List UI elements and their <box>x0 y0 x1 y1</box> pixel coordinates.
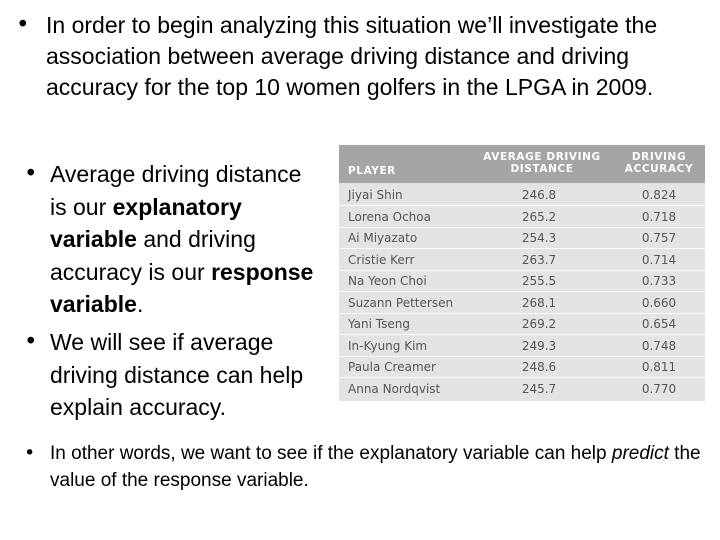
accuracy-cell: 0.757 <box>641 231 677 245</box>
distance-cell: 269.2 <box>521 317 557 331</box>
accuracy-cell: 0.811 <box>641 360 677 374</box>
distance-cell: 248.6 <box>521 360 557 374</box>
accuracy-header-line1: DRIVING <box>631 151 687 163</box>
accuracy-cell: 0.824 <box>641 188 677 202</box>
player-cell: Yani Tseng <box>348 317 410 331</box>
accuracy-cell: 0.660 <box>641 295 677 310</box>
table-header: PLAYER AVERAGE DRIVING DISTANCE DRIVING … <box>339 145 705 183</box>
row-divider <box>339 355 705 357</box>
table-row: In-Kyung Kim 249.3 0.748 <box>339 336 705 357</box>
distance-cell: 249.3 <box>521 338 557 353</box>
predict-bullet: • In other words, we want to see if the … <box>24 440 714 494</box>
player-cell: In-Kyung Kim <box>348 338 428 353</box>
row-divider <box>339 269 705 271</box>
distance-cell: 246.8 <box>521 188 557 202</box>
variables-text-3: . <box>136 291 144 317</box>
distance-cell: 265.2 <box>521 209 557 224</box>
row-divider <box>339 312 705 314</box>
row-divider <box>339 226 705 228</box>
accuracy-column-header: DRIVING ACCURACY <box>619 151 699 175</box>
player-cell: Na Yeon Choi <box>348 274 427 288</box>
intro-bullet: • In order to begin analyzing this situa… <box>16 10 706 103</box>
table-row: Paula Creamer 248.6 0.811 <box>339 357 705 379</box>
distance-header-line1: AVERAGE DRIVING <box>483 151 601 163</box>
player-cell: Paula Creamer <box>348 360 436 374</box>
table-row: Cristie Kerr 263.7 0.714 <box>339 250 705 271</box>
explanatory-variable-term: explanatory variable <box>50 193 242 253</box>
distance-cell: 254.3 <box>521 231 557 245</box>
table-row: Suzann Pettersen 268.1 0.660 <box>339 293 705 314</box>
predict-text-2: the value of the response variable. <box>50 443 701 491</box>
player-cell: Anna Nordqvist <box>348 381 441 396</box>
distance-cell: 255.5 <box>521 274 557 288</box>
accuracy-cell: 0.718 <box>641 209 677 224</box>
variables-text: Average driving distance is our explanat… <box>50 158 324 321</box>
predict-term: predict <box>611 443 669 464</box>
predict-text: In other words, we want to see if the ex… <box>50 440 714 494</box>
accuracy-header-line2: ACCURACY <box>624 163 694 175</box>
table-row: Jiyai Shin 246.8 0.824 <box>339 185 705 207</box>
distance-cell: 245.7 <box>521 381 557 396</box>
table-row: Ai Miyazato 254.3 0.757 <box>339 228 705 250</box>
explain-text: We will see if average driving distance … <box>50 329 304 420</box>
accuracy-cell: 0.770 <box>641 381 677 396</box>
bullet-marker: • <box>16 12 30 38</box>
table-row: Lorena Ochoa 265.2 0.718 <box>339 207 705 228</box>
accuracy-cell: 0.733 <box>641 274 677 288</box>
distance-header-line2: DISTANCE <box>510 163 574 175</box>
player-cell: Lorena Ochoa <box>348 209 431 224</box>
variables-bullet: • Average driving distance is our explan… <box>24 158 324 321</box>
row-divider <box>339 205 705 207</box>
row-divider <box>339 248 705 250</box>
variables-text-2: and driving accuracy is our <box>50 226 256 285</box>
bullet-marker: • <box>24 442 36 464</box>
distance-cell: 263.7 <box>521 252 557 267</box>
table-row: Na Yeon Choi 255.5 0.733 <box>339 271 705 293</box>
distance-column-header: AVERAGE DRIVING DISTANCE <box>477 151 607 175</box>
bullet-marker: • <box>24 329 38 355</box>
accuracy-cell: 0.654 <box>641 317 677 331</box>
player-cell: Ai Miyazato <box>348 231 418 245</box>
golfer-table: PLAYER AVERAGE DRIVING DISTANCE DRIVING … <box>339 145 705 401</box>
response-variable-term: response variable <box>50 258 314 318</box>
accuracy-cell: 0.748 <box>641 338 677 353</box>
row-divider <box>339 291 705 293</box>
distance-cell: 268.1 <box>521 295 557 310</box>
intro-text: In order to begin analyzing this situati… <box>46 12 658 100</box>
predict-text-1: In other words, we want to see if the ex… <box>50 443 612 464</box>
accuracy-cell: 0.714 <box>641 252 677 267</box>
row-divider <box>339 377 705 379</box>
player-cell: Cristie Kerr <box>348 252 415 267</box>
table-row: Yani Tseng 269.2 0.654 <box>339 314 705 336</box>
variables-text-1: Average driving distance is our <box>50 161 302 220</box>
explain-bullet: • We will see if average driving distanc… <box>24 326 324 424</box>
player-cell: Jiyai Shin <box>348 188 403 202</box>
table-row: Anna Nordqvist 245.7 0.770 <box>339 379 705 400</box>
bullet-marker: • <box>24 161 38 187</box>
row-divider <box>339 334 705 336</box>
player-column-header: PLAYER <box>348 165 396 177</box>
player-cell: Suzann Pettersen <box>348 295 454 310</box>
